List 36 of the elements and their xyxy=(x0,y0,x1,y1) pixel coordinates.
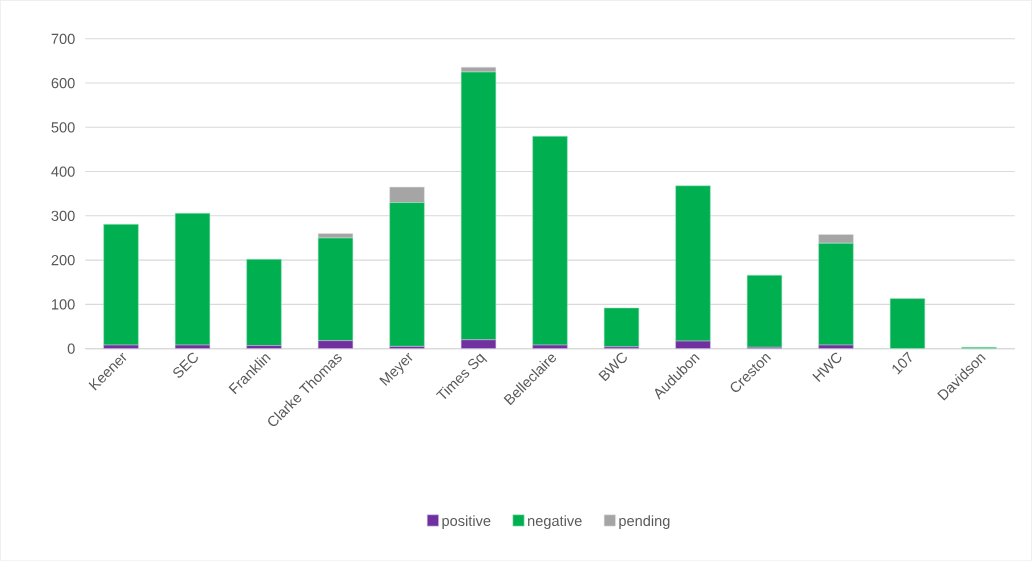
y-tick-label: 600 xyxy=(51,77,75,89)
bar xyxy=(532,135,568,346)
bar xyxy=(889,298,926,349)
bar xyxy=(532,344,568,349)
bar xyxy=(174,344,211,349)
bar xyxy=(246,345,282,349)
bar xyxy=(818,344,854,349)
bar xyxy=(103,223,139,346)
legend-label: negative xyxy=(528,515,582,529)
y-tick-label: 300 xyxy=(51,210,75,221)
y-tick-label: 500 xyxy=(51,122,75,133)
bar xyxy=(460,66,497,73)
bar xyxy=(317,237,354,341)
legend-label: pending xyxy=(619,515,670,529)
bar xyxy=(389,186,425,203)
bar xyxy=(246,258,282,346)
bar xyxy=(603,307,640,348)
bar xyxy=(818,234,854,244)
bar xyxy=(675,185,711,342)
bar xyxy=(103,344,139,349)
bar xyxy=(174,212,211,346)
bar xyxy=(389,346,425,349)
y-tick-label: 100 xyxy=(52,299,75,310)
y-tick-label: 700 xyxy=(51,33,75,44)
bar xyxy=(818,242,854,346)
bar xyxy=(460,71,497,340)
bar xyxy=(389,202,425,347)
bar xyxy=(746,274,783,348)
y-tick-label: 200 xyxy=(51,254,75,266)
x-tick-label: 107 xyxy=(892,351,912,375)
legend-label: positive xyxy=(442,515,491,529)
bar xyxy=(675,340,711,349)
y-tick-label: 400 xyxy=(51,166,75,177)
bar xyxy=(317,340,354,349)
y-tick-label: 0 xyxy=(67,343,75,354)
bar xyxy=(460,339,497,349)
